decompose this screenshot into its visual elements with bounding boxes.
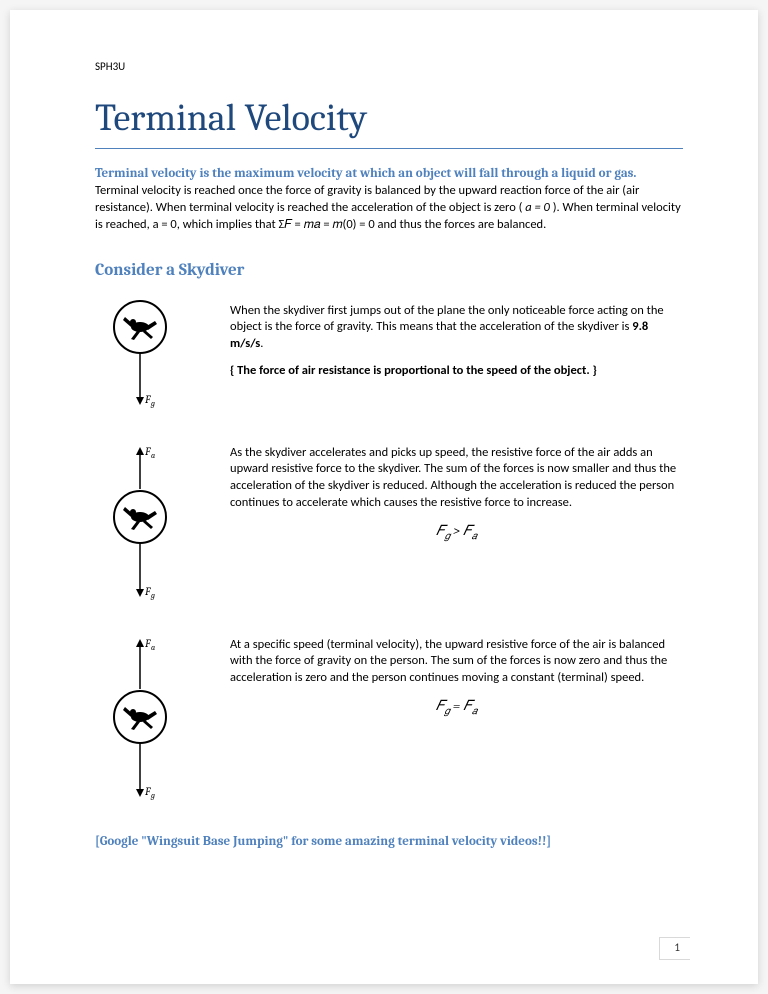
intro-italic: a = 0 bbox=[525, 200, 550, 215]
svg-text:g: g bbox=[150, 791, 155, 800]
document-page: SPH3U Terminal Velocity Terminal velocit… bbox=[10, 10, 758, 984]
footer-link: [Google "Wingsuit Base Jumping" for some… bbox=[95, 833, 683, 851]
intro-paragraph: Terminal velocity is the maximum velocit… bbox=[95, 165, 683, 234]
stage-1-diagram: F g bbox=[95, 297, 230, 417]
svg-text:F: F bbox=[144, 637, 151, 650]
stage-3-row: F a F g At a specific speed (terminal ve… bbox=[95, 631, 683, 811]
stage-1-p1: When the skydiver first jumps out of the… bbox=[230, 303, 683, 354]
stage-2-equation: 𝐹𝑔 > 𝐹𝑎 bbox=[230, 522, 683, 543]
skydiver-diagram-1: F g bbox=[95, 297, 185, 417]
svg-text:g: g bbox=[150, 591, 155, 600]
page-number: 1 bbox=[659, 937, 690, 960]
svg-text:F: F bbox=[144, 445, 151, 458]
stage-3-p1: At a specific speed (terminal velocity),… bbox=[230, 637, 683, 688]
stage-2-row: F a F g As the skydiver accelerates and … bbox=[95, 439, 683, 609]
stage-2-p1: As the skydiver accelerates and picks up… bbox=[230, 445, 683, 513]
stage-3-diagram: F a F g bbox=[95, 631, 230, 811]
stage-3-text: At a specific speed (terminal velocity),… bbox=[230, 631, 683, 729]
stage-3-equation: 𝐹𝑔 = 𝐹𝑎 bbox=[230, 697, 683, 718]
main-title: Terminal Velocity bbox=[95, 93, 683, 144]
title-rule bbox=[95, 148, 683, 149]
intro-lead: Terminal velocity is the maximum velocit… bbox=[95, 166, 636, 181]
skydiver-diagram-3: F a F g bbox=[95, 631, 185, 811]
svg-text:F: F bbox=[144, 585, 151, 598]
stage-1-p2: { The force of air resistance is proport… bbox=[230, 363, 683, 380]
svg-text:a: a bbox=[151, 451, 155, 460]
section-heading: Consider a Skydiver bbox=[95, 260, 683, 283]
stage-2-text: As the skydiver accelerates and picks up… bbox=[230, 439, 683, 554]
svg-text:F: F bbox=[144, 785, 151, 798]
course-code: SPH3U bbox=[95, 60, 683, 75]
stage-1-row: F g When the skydiver first jumps out of… bbox=[95, 297, 683, 417]
svg-text:g: g bbox=[150, 399, 155, 408]
stage-2-diagram: F a F g bbox=[95, 439, 230, 609]
skydiver-diagram-2: F a F g bbox=[95, 439, 185, 609]
stage-1-text: When the skydiver first jumps out of the… bbox=[230, 297, 683, 391]
stage-1-p1a: When the skydiver first jumps out of the… bbox=[230, 303, 664, 335]
stage-1-p1b: . bbox=[260, 336, 263, 351]
svg-text:a: a bbox=[151, 643, 155, 652]
svg-text:F: F bbox=[144, 393, 151, 406]
